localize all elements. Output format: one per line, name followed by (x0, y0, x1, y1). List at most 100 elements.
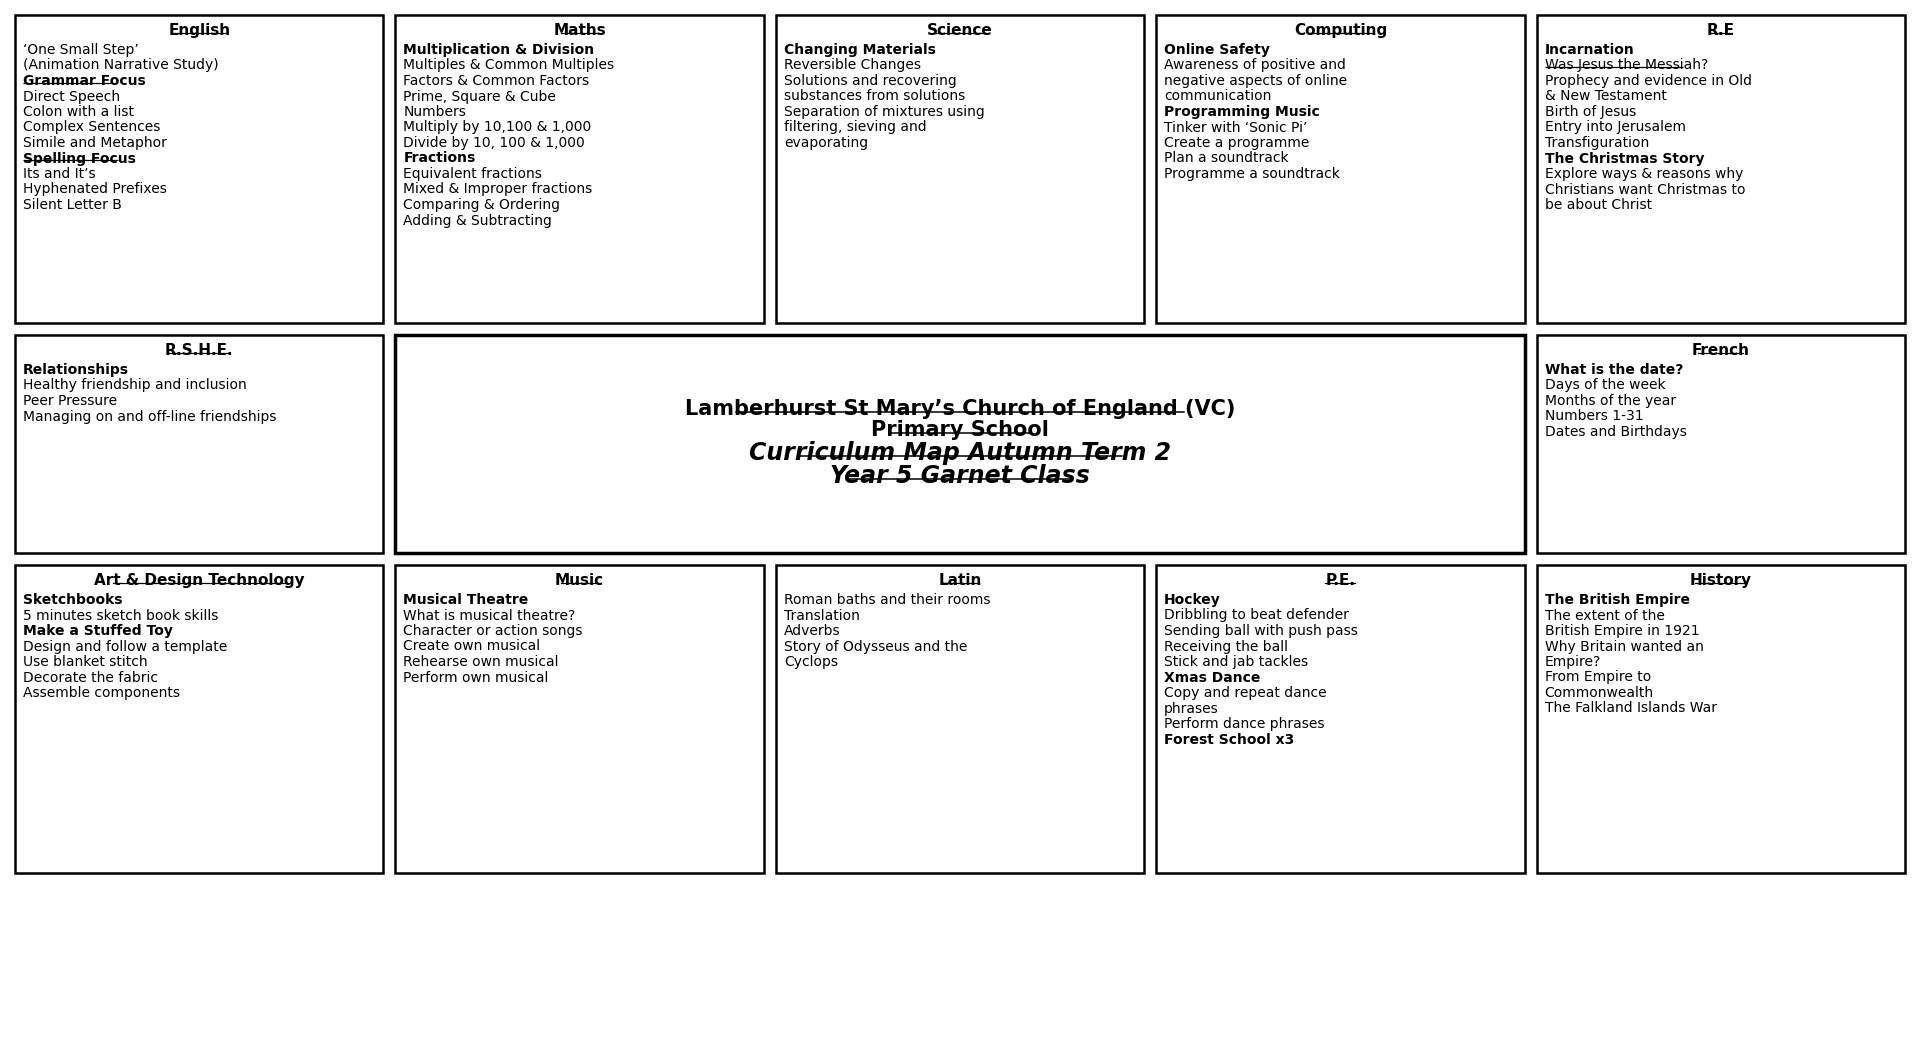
Text: The extent of the: The extent of the (1544, 608, 1665, 622)
Text: Equivalent fractions: Equivalent fractions (403, 167, 541, 181)
Text: Maths: Maths (553, 23, 607, 38)
Text: Computing: Computing (1294, 23, 1386, 38)
Text: R.E: R.E (1707, 23, 1736, 38)
Text: Multiplication & Division: Multiplication & Division (403, 43, 595, 57)
Text: What is musical theatre?: What is musical theatre? (403, 608, 576, 622)
Text: Silent Letter B: Silent Letter B (23, 198, 121, 212)
Text: Adverbs: Adverbs (783, 624, 841, 638)
Text: Months of the year: Months of the year (1544, 394, 1676, 408)
Text: Peer Pressure: Peer Pressure (23, 394, 117, 408)
Text: Reversible Changes: Reversible Changes (783, 58, 922, 73)
Text: Perform own musical: Perform own musical (403, 671, 549, 685)
Text: Primary School: Primary School (872, 420, 1048, 440)
Text: Incarnation: Incarnation (1544, 43, 1634, 57)
Text: ‘One Small Step’: ‘One Small Step’ (23, 43, 138, 57)
Text: Lamberhurst St Mary’s Church of England (VC): Lamberhurst St Mary’s Church of England … (685, 399, 1235, 419)
Text: Factors & Common Factors: Factors & Common Factors (403, 74, 589, 88)
Text: Fractions: Fractions (403, 151, 476, 165)
Text: R.S.H.E.: R.S.H.E. (165, 343, 234, 358)
Text: Design and follow a template: Design and follow a template (23, 639, 227, 654)
Text: Copy and repeat dance: Copy and repeat dance (1164, 686, 1327, 700)
Text: The Falkland Islands War: The Falkland Islands War (1544, 701, 1716, 715)
Text: Music: Music (555, 573, 605, 588)
Text: Dribbling to beat defender: Dribbling to beat defender (1164, 608, 1350, 622)
Text: Tinker with ‘Sonic Pi’: Tinker with ‘Sonic Pi’ (1164, 121, 1308, 134)
Text: Empire?: Empire? (1544, 655, 1601, 669)
Bar (396, 335, 1524, 553)
Text: Entry into Jerusalem: Entry into Jerusalem (1544, 121, 1686, 134)
Bar (1536, 565, 1905, 873)
Text: Hockey: Hockey (1164, 592, 1221, 607)
Text: 5 minutes sketch book skills: 5 minutes sketch book skills (23, 608, 219, 622)
Text: Story of Odysseus and the: Story of Odysseus and the (783, 639, 968, 654)
Text: Year 5 Garnet Class: Year 5 Garnet Class (829, 464, 1091, 488)
Text: Translation: Translation (783, 608, 860, 622)
Text: Assemble components: Assemble components (23, 686, 180, 700)
Text: Roman baths and their rooms: Roman baths and their rooms (783, 592, 991, 607)
Bar (396, 15, 764, 323)
Bar (15, 15, 384, 323)
Text: negative aspects of online: negative aspects of online (1164, 74, 1348, 88)
Bar (1536, 15, 1905, 323)
Text: British Empire in 1921: British Empire in 1921 (1544, 624, 1699, 638)
Text: Sketchbooks: Sketchbooks (23, 592, 123, 607)
Bar (15, 565, 384, 873)
Text: Direct Speech: Direct Speech (23, 90, 121, 104)
Text: Rehearse own musical: Rehearse own musical (403, 655, 559, 669)
Text: communication: communication (1164, 90, 1271, 104)
Text: Christians want Christmas to: Christians want Christmas to (1544, 182, 1745, 197)
Text: Days of the week: Days of the week (1544, 379, 1665, 393)
Text: Its and It’s: Its and It’s (23, 167, 96, 181)
Bar (776, 15, 1144, 323)
Text: French: French (1692, 343, 1749, 358)
Text: Receiving the ball: Receiving the ball (1164, 639, 1288, 654)
Text: Complex Sentences: Complex Sentences (23, 121, 161, 134)
Bar (1536, 335, 1905, 553)
Text: Commonwealth: Commonwealth (1544, 686, 1653, 700)
Text: Why Britain wanted an: Why Britain wanted an (1544, 639, 1703, 654)
Text: phrases: phrases (1164, 701, 1219, 715)
Text: Dates and Birthdays: Dates and Birthdays (1544, 425, 1686, 439)
Text: Changing Materials: Changing Materials (783, 43, 935, 57)
Text: Musical Theatre: Musical Theatre (403, 592, 528, 607)
Text: Programming Music: Programming Music (1164, 105, 1319, 118)
Text: Explore ways & reasons why: Explore ways & reasons why (1544, 167, 1743, 181)
Text: Use blanket stitch: Use blanket stitch (23, 655, 148, 669)
Text: Birth of Jesus: Birth of Jesus (1544, 105, 1636, 118)
Text: Stick and jab tackles: Stick and jab tackles (1164, 655, 1308, 669)
Text: English: English (169, 23, 230, 38)
Text: Grammar Focus: Grammar Focus (23, 74, 146, 88)
Text: Plan a soundtrack: Plan a soundtrack (1164, 151, 1288, 165)
Text: Transfiguration: Transfiguration (1544, 136, 1649, 150)
Text: Numbers: Numbers (403, 105, 467, 118)
Text: Latin: Latin (939, 573, 981, 588)
Text: The Christmas Story: The Christmas Story (1544, 151, 1705, 165)
Text: Solutions and recovering: Solutions and recovering (783, 74, 956, 88)
Text: & New Testament: & New Testament (1544, 90, 1667, 104)
Bar (15, 335, 384, 553)
Bar (776, 565, 1144, 873)
Text: Relationships: Relationships (23, 363, 129, 377)
Text: Art & Design Technology: Art & Design Technology (94, 573, 305, 588)
Text: be about Christ: be about Christ (1544, 198, 1651, 212)
Text: Curriculum Map Autumn Term 2: Curriculum Map Autumn Term 2 (749, 441, 1171, 466)
Text: Adding & Subtracting: Adding & Subtracting (403, 214, 553, 227)
Bar (1156, 15, 1524, 323)
Text: filtering, sieving and: filtering, sieving and (783, 121, 927, 134)
Text: Create own musical: Create own musical (403, 639, 541, 654)
Text: From Empire to: From Empire to (1544, 671, 1651, 685)
Text: Divide by 10, 100 & 1,000: Divide by 10, 100 & 1,000 (403, 136, 586, 150)
Text: History: History (1690, 573, 1751, 588)
Text: Mixed & Improper fractions: Mixed & Improper fractions (403, 182, 593, 197)
Bar (396, 565, 764, 873)
Text: Science: Science (927, 23, 993, 38)
Text: Character or action songs: Character or action songs (403, 624, 584, 638)
Text: Prophecy and evidence in Old: Prophecy and evidence in Old (1544, 74, 1751, 88)
Text: Multiples & Common Multiples: Multiples & Common Multiples (403, 58, 614, 73)
Text: Online Safety: Online Safety (1164, 43, 1269, 57)
Text: Numbers 1-31: Numbers 1-31 (1544, 409, 1644, 423)
Text: substances from solutions: substances from solutions (783, 90, 966, 104)
Text: Spelling Focus: Spelling Focus (23, 151, 136, 165)
Text: Separation of mixtures using: Separation of mixtures using (783, 105, 985, 118)
Text: Perform dance phrases: Perform dance phrases (1164, 717, 1325, 731)
